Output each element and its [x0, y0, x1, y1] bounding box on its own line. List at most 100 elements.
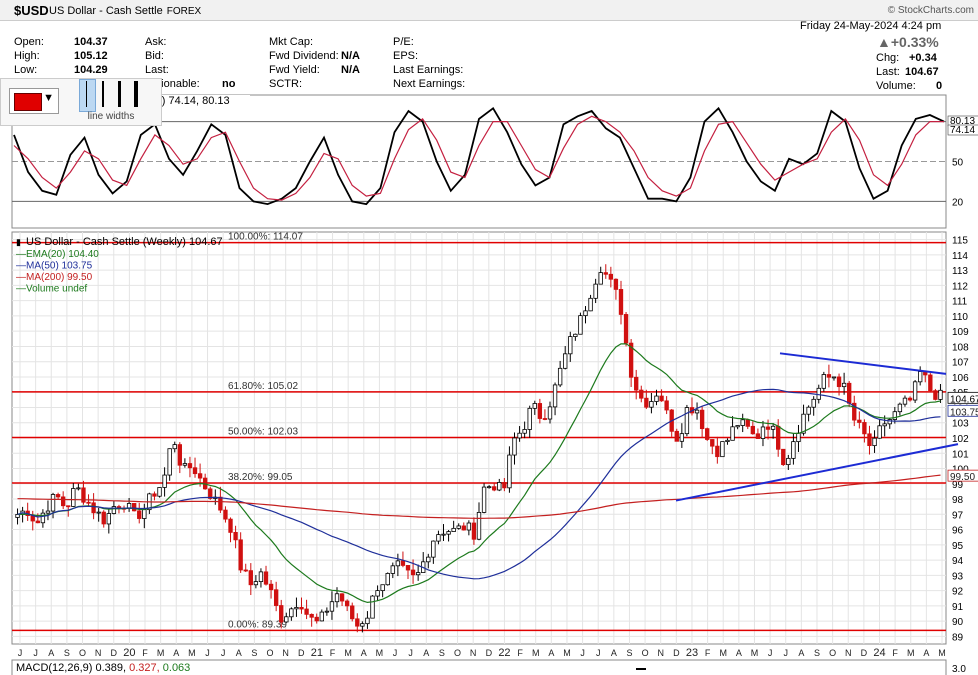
- x-axis-tick-label: D: [673, 648, 680, 658]
- line-width-1px[interactable]: [86, 81, 87, 107]
- candle-body: [583, 310, 588, 317]
- fwd-dividend-value: N/A: [341, 50, 360, 62]
- candle-body: [933, 390, 938, 400]
- candle-body: [563, 353, 568, 369]
- price-tick-label: 93: [952, 571, 964, 582]
- x-axis-tick-label: S: [251, 648, 257, 658]
- quote-date: Friday 24-May-2024 4:24 pm: [800, 20, 942, 32]
- candle-body: [304, 608, 309, 615]
- ma50-line: [17, 388, 941, 580]
- candle-body: [867, 433, 872, 447]
- fwd-yield-value: N/A: [341, 64, 360, 76]
- candle-body: [892, 411, 898, 420]
- candle-body: [877, 425, 882, 439]
- x-axis-tick-label: S: [64, 648, 70, 658]
- candle-body: [603, 272, 608, 275]
- candle-body: [623, 314, 629, 344]
- price-tick-label: 101: [952, 449, 969, 460]
- x-axis-tick-label: J: [783, 648, 788, 658]
- x-axis-tick-label: N: [95, 648, 102, 658]
- candle-body: [918, 371, 923, 383]
- x-axis-tick-label: F: [892, 648, 898, 658]
- macd-value: MACD(12,26,9) 0.389,: [16, 662, 129, 674]
- x-axis-tick-label: F: [330, 648, 336, 658]
- candle-body: [928, 374, 933, 392]
- candle-body: [765, 426, 771, 430]
- x-axis-tick-label: O: [454, 648, 461, 658]
- change-percent: ▲+0.33%: [877, 34, 939, 50]
- mktcap-label: Mkt Cap:: [269, 36, 314, 48]
- macd-panel-frame: [11, 659, 947, 675]
- x-axis-tick-label: A: [423, 648, 429, 658]
- candle-body: [862, 422, 867, 435]
- candle-body: [355, 618, 360, 627]
- high-value: 105.12: [74, 50, 108, 62]
- instrument-name: US Dollar - Cash Settle FOREX: [49, 5, 202, 17]
- stockcharts-logo: © StockCharts.com: [887, 5, 974, 16]
- candle-body: [912, 381, 918, 401]
- candle-body: [522, 429, 527, 434]
- candle-body: [40, 512, 46, 524]
- candle-body: [852, 402, 857, 421]
- x-axis-tick-label: M: [157, 648, 165, 658]
- x-axis-tick-label: D: [486, 648, 493, 658]
- x-axis-tick-label: O: [642, 648, 649, 658]
- candle-body: [897, 403, 903, 413]
- candle-body: [294, 607, 299, 610]
- last-value: 104.67: [905, 66, 939, 78]
- line-width-2px[interactable]: [102, 81, 104, 107]
- last-price-label: 104.67: [950, 394, 978, 405]
- optionable-value: no: [222, 78, 236, 90]
- price-tick-label: 91: [952, 602, 964, 613]
- candle-body: [248, 570, 253, 586]
- ask-label: Ask:: [145, 36, 167, 48]
- macd-histogram-value: 0.063: [163, 662, 191, 674]
- stochastic-line-k: [13, 106, 945, 206]
- x-axis-tick-label: M: [938, 648, 946, 658]
- lower-trendline: [675, 443, 959, 502]
- line-widths-label: line widths: [87, 111, 135, 122]
- ema20-line: [17, 343, 941, 604]
- line-color-picker[interactable]: ▼: [9, 88, 59, 114]
- line-width-3px[interactable]: [118, 81, 121, 107]
- candle-body: [243, 569, 248, 572]
- color-swatch: [14, 93, 42, 111]
- volume-label: Volume:: [876, 80, 916, 92]
- candle-body: [588, 297, 593, 312]
- x-axis-tick-label: J: [408, 648, 413, 658]
- price-legend-0: —EMA(20) 104.40: [16, 249, 99, 260]
- price-tick-label: 114: [952, 251, 968, 262]
- price-legend-1: —MA(50) 103.75: [16, 261, 93, 272]
- stochastic-tick-label: 50: [952, 158, 964, 169]
- price-tick-label: 99: [952, 480, 964, 491]
- candle-body: [61, 496, 66, 507]
- price-tick-label: 107: [952, 358, 969, 369]
- candle-body: [512, 437, 517, 456]
- open-label: Open:: [14, 36, 44, 48]
- price-tick-label: 108: [952, 342, 969, 353]
- candle-body: [486, 486, 492, 489]
- ma50-price-label-box: [947, 404, 978, 417]
- line-width-4px[interactable]: [134, 81, 138, 107]
- candle-body: [907, 397, 913, 401]
- price-legend-3: —Volume undef: [16, 284, 87, 295]
- candle-body: [309, 613, 314, 618]
- candle-body: [400, 560, 406, 566]
- x-axis-tick-label: A: [236, 648, 242, 658]
- candle-body: [816, 387, 821, 400]
- candle-body: [476, 512, 482, 540]
- candle-body: [537, 403, 543, 419]
- price-tick-label: 103: [952, 419, 969, 430]
- line-width-selector[interactable]: [67, 79, 155, 112]
- x-axis-tick-label: J: [393, 648, 398, 658]
- sctr-label: SCTR:: [269, 78, 302, 90]
- macd-signal-value: 0.327,: [129, 662, 163, 674]
- candle-body: [395, 560, 401, 567]
- price-tick-label: 90: [952, 617, 964, 628]
- candle-body: [106, 513, 111, 525]
- candle-body: [238, 539, 243, 571]
- candle-body: [735, 425, 740, 428]
- candle-body: [654, 395, 659, 402]
- candle-body: [836, 376, 842, 388]
- chg-value: +0.34: [909, 52, 937, 64]
